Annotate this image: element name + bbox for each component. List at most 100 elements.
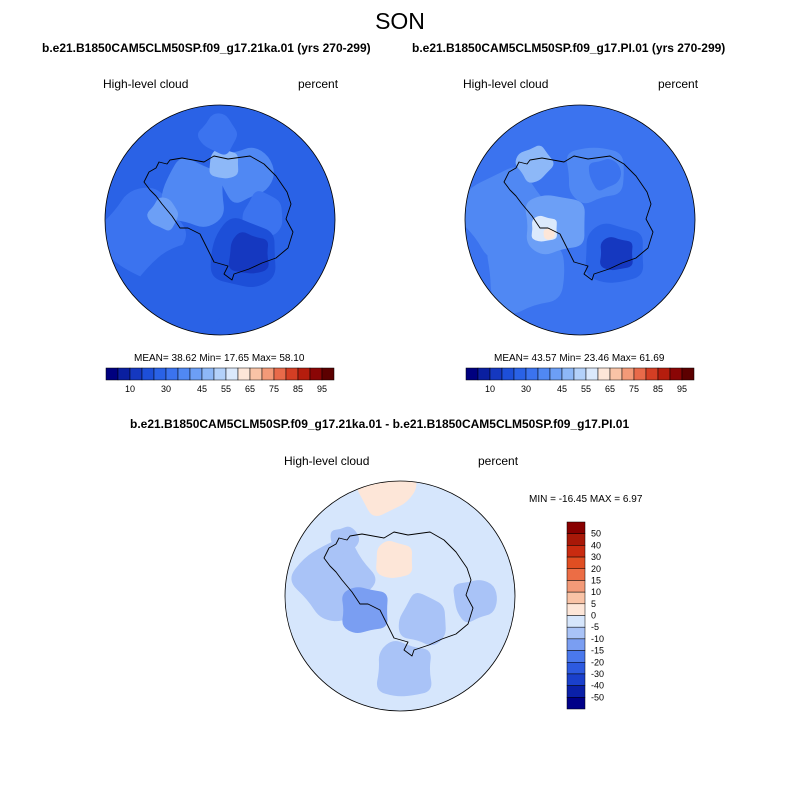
panel1-colorbar-swatch xyxy=(225,367,239,381)
panel1-map-field xyxy=(105,105,335,335)
diff-colorbar-swatch xyxy=(566,545,586,558)
panel2-units-label: percent xyxy=(658,77,699,91)
diff-colorbar-swatch xyxy=(566,662,586,675)
panel1-units-label: percent xyxy=(298,77,339,91)
diff-units-label: percent xyxy=(478,454,519,468)
panel2-colorbar-tick-label: 55 xyxy=(581,384,591,394)
diff-colorbar-swatch xyxy=(566,580,586,593)
diff-map-contour-region xyxy=(434,521,473,559)
diff-colorbar-tick-label: 15 xyxy=(591,575,601,585)
diff-colorbar-tick-label: -10 xyxy=(591,634,604,644)
panel2-colorbar-swatch xyxy=(621,367,635,381)
panel2-colorbar-swatch xyxy=(549,367,563,381)
panel2-colorbar-swatch xyxy=(669,367,683,381)
diff-colorbar-swatch xyxy=(566,615,586,628)
panel2-map-contour-region xyxy=(515,145,554,183)
panel2-colorbar: 10 30 45 55 65 75 85 95 xyxy=(465,367,695,394)
diff-map-contour-region xyxy=(376,641,432,697)
diff-colorbar-swatch xyxy=(566,533,586,546)
diff-map-contour-region xyxy=(376,541,413,578)
panel1-map-contour-region xyxy=(228,232,269,274)
figure-title: SON xyxy=(375,8,425,34)
diff-map-boundary xyxy=(284,480,516,712)
panel2-colorbar-swatch xyxy=(501,367,515,381)
panel2-map-contour-region xyxy=(543,228,555,240)
panel1-polar-map xyxy=(104,104,336,336)
panel1-colorbar-swatch xyxy=(165,367,179,381)
panel2-stats: MEAN= 43.57 Min= 23.46 Max= 61.69 xyxy=(494,353,665,364)
panel2-map-field xyxy=(465,105,695,335)
diff-polar-map xyxy=(284,480,516,712)
diff-colorbar-swatch xyxy=(566,638,586,651)
diff-colorbar-tick-label: 20 xyxy=(591,564,601,574)
diff-colorbar-tick-label: -15 xyxy=(591,646,604,656)
panel2-colorbar-swatch xyxy=(573,367,587,381)
panel2-colorbar-swatch xyxy=(645,367,659,381)
diff-colorbar-tick-label: -50 xyxy=(591,692,604,702)
panel2-colorbar-tick-label: 95 xyxy=(677,384,687,394)
panel2-colorbar-tick-label: 30 xyxy=(521,384,531,394)
panel2-colorbar-swatch xyxy=(633,367,647,381)
panel2-colorbar-swatch xyxy=(681,367,695,381)
panel2-colorbar-tick-label: 85 xyxy=(653,384,663,394)
panel1-stats: MEAN= 38.62 Min= 17.65 Max= 58.10 xyxy=(134,353,305,364)
diff-colorbar-tick-label: 5 xyxy=(591,599,596,609)
panel1-colorbar-swatch xyxy=(249,367,263,381)
panel1-map-boundary xyxy=(104,104,336,336)
panel2-map-antarctica-coastline xyxy=(503,155,654,281)
panel1-variable-label: High-level cloud xyxy=(103,77,189,91)
diff-colorbar-swatch xyxy=(566,556,586,569)
panel1-colorbar-swatch xyxy=(201,367,215,381)
panel1-colorbar-tick-label: 30 xyxy=(161,384,171,394)
panel2-colorbar-swatch xyxy=(585,367,599,381)
diff-colorbar-swatch xyxy=(566,650,586,663)
panel1-colorbar-swatch xyxy=(237,367,251,381)
panel2-polar-map xyxy=(464,104,696,336)
diff-map-contour-region xyxy=(330,526,360,555)
panel1-colorbar-swatch xyxy=(285,367,299,381)
diff-colorbar-swatch xyxy=(566,673,586,686)
panel2-colorbar-swatch xyxy=(489,367,503,381)
panel1-map-contour-region xyxy=(197,113,238,155)
diff-map-antarctica-coastline xyxy=(323,531,474,657)
diff-title: b.e21.B1850CAM5CLM50SP.f09_g17.21ka.01 -… xyxy=(130,417,630,431)
diff-map-field xyxy=(285,481,515,711)
panel1-map-contour-region xyxy=(147,197,179,231)
panel2-colorbar-swatch xyxy=(465,367,479,381)
panel1-colorbar-tick-label: 75 xyxy=(269,384,279,394)
panel1-colorbar-tick-label: 95 xyxy=(317,384,327,394)
panel1-colorbar-swatch xyxy=(153,367,167,381)
panel1-colorbar-tick-label: 85 xyxy=(293,384,303,394)
panel1-colorbar-tick-label: 45 xyxy=(197,384,207,394)
panel1-colorbar-swatch xyxy=(309,367,323,381)
panel1-colorbar-swatch xyxy=(117,367,131,381)
panel2-map-boundary xyxy=(464,104,696,336)
diff-colorbar-swatch xyxy=(566,697,586,710)
panel2-colorbar-swatch xyxy=(525,367,539,381)
panel2-colorbar-tick-label: 65 xyxy=(605,384,615,394)
panel2-colorbar-swatch xyxy=(537,367,551,381)
panel1-colorbar-swatch xyxy=(189,367,203,381)
diff-colorbar-tick-label: 10 xyxy=(591,587,601,597)
panel1-title: b.e21.B1850CAM5CLM50SP.f09_g17.21ka.01 (… xyxy=(42,41,371,55)
panel2-title: b.e21.B1850CAM5CLM50SP.f09_g17.PI.01 (yr… xyxy=(412,41,726,55)
diff-stats: MIN = -16.45 MAX = 6.97 xyxy=(529,494,643,505)
diff-map-contour-region xyxy=(398,592,446,646)
panel1-colorbar-swatch xyxy=(273,367,287,381)
diff-colorbar-tick-label: 30 xyxy=(591,552,601,562)
diff-colorbar-tick-label: -40 xyxy=(591,681,604,691)
panel1-colorbar-swatch xyxy=(129,367,143,381)
diff-colorbar-tick-label: -5 xyxy=(591,622,599,632)
panel2-colorbar-swatch xyxy=(657,367,671,381)
diff-colorbar-tick-label: 40 xyxy=(591,540,601,550)
panel1-map-contour-region xyxy=(209,148,239,179)
diff-colorbar-swatch xyxy=(566,591,586,605)
panel1-colorbar-swatch xyxy=(297,367,311,381)
panel2-colorbar-swatch xyxy=(561,367,575,381)
diff-map-contour-region xyxy=(342,587,388,633)
panel1-colorbar-swatch xyxy=(261,367,275,381)
diff-colorbar-tick-label: -20 xyxy=(591,657,604,667)
diff-colorbar-tick-label: -30 xyxy=(591,669,604,679)
diff-map-contour-region xyxy=(453,580,497,623)
